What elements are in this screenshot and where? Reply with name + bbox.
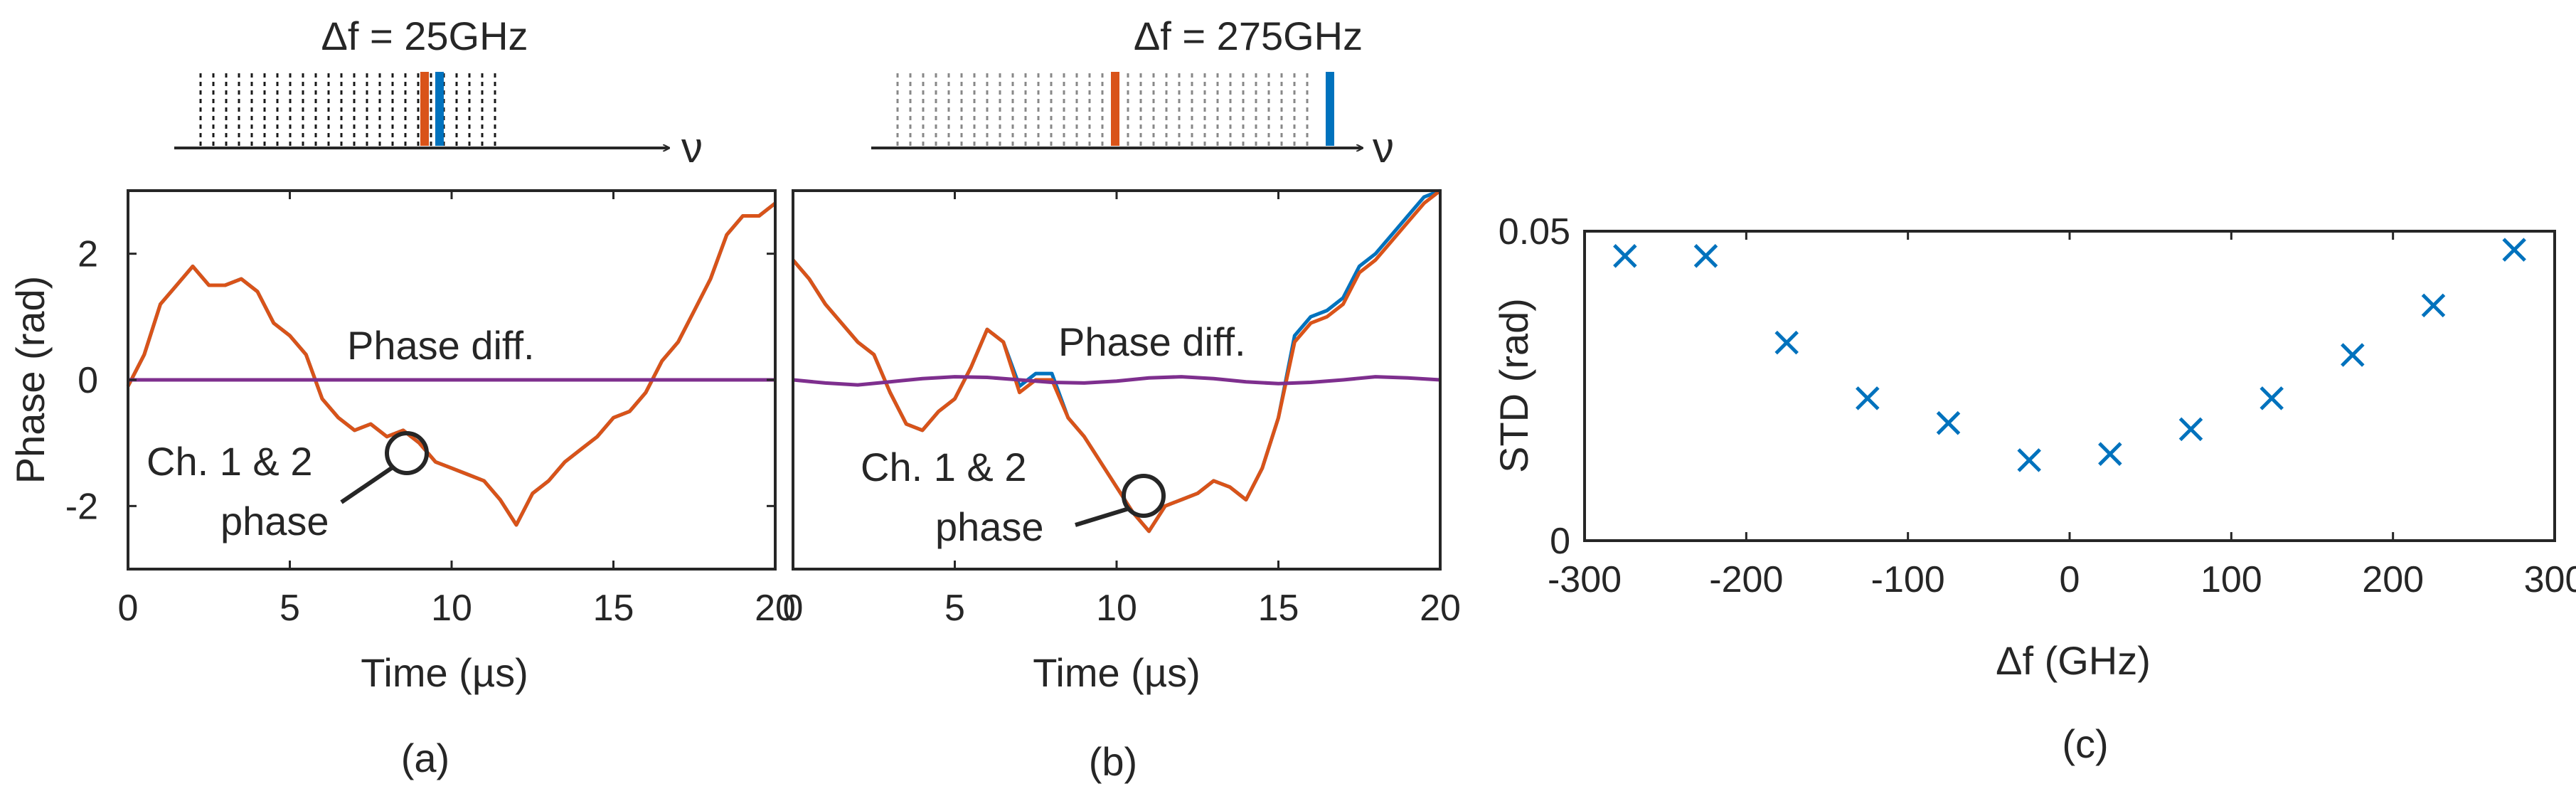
panel-b-xtick-label: 0 <box>783 588 804 629</box>
panel-a-xlabel: Time (µs) <box>361 650 528 695</box>
panel-a-callout-line <box>340 465 394 504</box>
panel-b-xtick-label: 15 <box>1258 588 1299 629</box>
inset-a: Δf = 25GHz ν <box>174 14 703 171</box>
panel-a-xtick-label: 20 <box>755 588 796 629</box>
panel-c-ylabel: STD (rad) <box>1491 298 1536 473</box>
panel-c-xlabel: Δf (GHz) <box>1996 638 2151 683</box>
panel-a-ytick-label: 2 <box>78 234 98 275</box>
panel-a-xtick-label: 5 <box>280 588 300 629</box>
panel-a-xtick-label: 10 <box>431 588 472 629</box>
panel-a-ch-label-1: Ch. 1 & 2 <box>147 439 312 484</box>
panel-b-xtick-label: 20 <box>1420 588 1461 629</box>
panel-a-series-2 <box>126 201 777 527</box>
panel-c-markers <box>1613 238 2526 472</box>
panel-b-callout-line <box>1075 506 1129 527</box>
inset-b-title: Δf = 275GHz <box>1134 14 1363 58</box>
panel-c-marker <box>2017 448 2041 472</box>
panel-c-marker <box>2421 293 2446 318</box>
panel-c-frame <box>1583 230 2556 542</box>
panel-c-xtick-label: 100 <box>2200 559 2262 600</box>
panel-b-callout-circle <box>1122 474 1166 518</box>
inset-b: Δf = 275GHz ν <box>871 14 1394 171</box>
panel-c-marker <box>2502 238 2526 262</box>
panel-a-label: (a) <box>401 736 449 780</box>
panel-c-marker <box>1856 386 1880 410</box>
panel-b: 0 5 10 15 20 Phase diff. Ch. 1 & 2 phase Tim… <box>783 189 1461 784</box>
panel-b-xtick-label: 5 <box>944 588 965 629</box>
panel-b-ch-label-1: Ch. 1 & 2 <box>861 445 1026 489</box>
panel-c-marker <box>2341 343 2365 367</box>
panel-a-xtick-label: 15 <box>593 588 634 629</box>
panel-c-ytick-label: 0.05 <box>1499 211 1570 253</box>
panel-c-ticks: -300 -200 -100 0 100 200 300 0 0.05 <box>1499 211 2576 600</box>
panel-b-xtick-label: 10 <box>1096 588 1137 629</box>
panel-b-ticks: 0 5 10 15 20 <box>783 191 1461 629</box>
panel-b-series-3 <box>792 375 1441 387</box>
inset-a-title: Δf = 25GHz <box>321 14 528 58</box>
panel-c-marker <box>1613 244 1637 268</box>
inset-a-nu-symbol: ν <box>681 124 703 171</box>
panel-c-xtick-label: 300 <box>2524 559 2576 600</box>
panel-c: -300 -200 -100 0 100 200 300 0 0.05 STD (rad) Δf… <box>1491 211 2576 766</box>
panel-b-ch-label-2: phase <box>935 504 1044 549</box>
panel-a-ytick-label: -2 <box>65 486 98 527</box>
panel-c-marker <box>1936 410 1961 435</box>
panel-c-xtick-label: -200 <box>1709 559 1783 600</box>
panel-c-xtick-label: 200 <box>2362 559 2424 600</box>
inset-b-nu-symbol: ν <box>1373 124 1394 171</box>
panel-c-ytick-label: 0 <box>1550 521 1570 562</box>
panel-a-ylabel: Phase (rad) <box>8 276 53 484</box>
inset-a-spectral-lines <box>199 72 496 146</box>
panel-b-series <box>792 189 1442 534</box>
panel-b-series-2 <box>792 189 1442 534</box>
panel-b-phase-diff-label: Phase diff. <box>1058 319 1246 364</box>
panel-c-xtick-label: 0 <box>2060 559 2080 600</box>
panel-c-marker <box>1774 330 1799 355</box>
inset-b-spectral-lines <box>896 72 1334 146</box>
panel-a-xtick-label: 0 <box>118 588 139 629</box>
panel-a-ch-label-2: phase <box>220 499 329 543</box>
panel-c-xtick-label: -100 <box>1871 559 1945 600</box>
panel-a-phase-diff-label: Phase diff. <box>347 323 535 368</box>
panel-c-marker <box>2098 442 2122 466</box>
panel-c-label: (c) <box>2062 721 2108 766</box>
panel-a-callout-circle <box>385 431 429 475</box>
panel-c-marker <box>2260 386 2284 410</box>
panel-c-xtick-label: -300 <box>1548 559 1622 600</box>
panel-c-marker <box>1693 244 1718 268</box>
panel-a-ytick-label: 0 <box>78 360 98 401</box>
panel-c-marker <box>2178 417 2203 442</box>
panel-b-label: (b) <box>1089 739 1137 784</box>
panel-b-xlabel: Time (µs) <box>1033 650 1200 695</box>
panel-a-series <box>126 201 777 527</box>
